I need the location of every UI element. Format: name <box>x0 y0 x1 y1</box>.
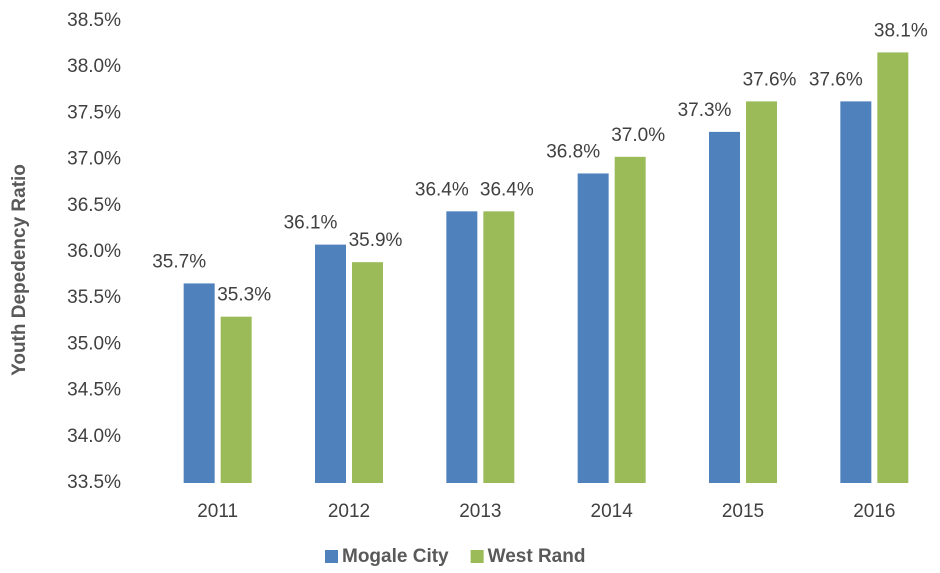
bar <box>709 131 740 483</box>
y-tick-label: 37.5% <box>67 102 121 123</box>
data-label: 37.0% <box>611 125 665 146</box>
x-tick-label: 2015 <box>722 501 764 522</box>
bar <box>220 316 252 483</box>
y-tick-label: 38.0% <box>67 56 121 77</box>
bar <box>483 211 515 483</box>
data-label: 37.3% <box>678 100 732 121</box>
data-label: 35.9% <box>349 230 403 251</box>
x-tick-label: 2013 <box>459 501 501 522</box>
bar <box>577 173 609 483</box>
data-label: 37.6% <box>809 69 863 90</box>
y-tick-label: 37.0% <box>67 149 121 170</box>
y-tick-label: 36.5% <box>67 195 121 216</box>
data-label: 37.6% <box>743 69 797 90</box>
x-tick-label: 2011 <box>197 501 238 522</box>
bar <box>840 101 872 483</box>
x-tick-label: 2016 <box>853 501 895 522</box>
y-axis-label: Youth Depedency Ratio <box>9 164 30 376</box>
data-label: 36.8% <box>546 141 600 162</box>
legend-label: Mogale City <box>342 546 449 567</box>
x-tick-label: 2012 <box>328 501 370 522</box>
y-tick-label: 36.0% <box>67 241 121 262</box>
data-label: 38.1% <box>874 20 928 41</box>
y-tick-label: 34.0% <box>67 426 121 447</box>
bar <box>446 211 478 483</box>
bar <box>877 52 909 483</box>
y-tick-label: 38.5% <box>67 10 121 31</box>
y-tick-label: 33.5% <box>67 472 121 493</box>
bar <box>315 244 346 483</box>
bar <box>614 156 646 483</box>
legend-swatch <box>470 550 484 563</box>
data-label: 36.1% <box>284 213 338 234</box>
data-label: 36.4% <box>415 179 469 200</box>
bar <box>183 283 215 483</box>
bar <box>352 262 383 483</box>
bar <box>746 101 777 483</box>
data-label: 35.7% <box>152 251 206 272</box>
y-tick-label: 35.0% <box>67 333 121 354</box>
y-tick-label: 34.5% <box>67 380 121 401</box>
data-label: 36.4% <box>480 179 534 200</box>
x-tick-label: 2014 <box>591 501 634 522</box>
data-label: 35.3% <box>217 285 271 306</box>
legend-label: West Rand <box>488 546 586 567</box>
legend-swatch <box>325 550 338 563</box>
y-tick-label: 35.5% <box>67 287 121 308</box>
